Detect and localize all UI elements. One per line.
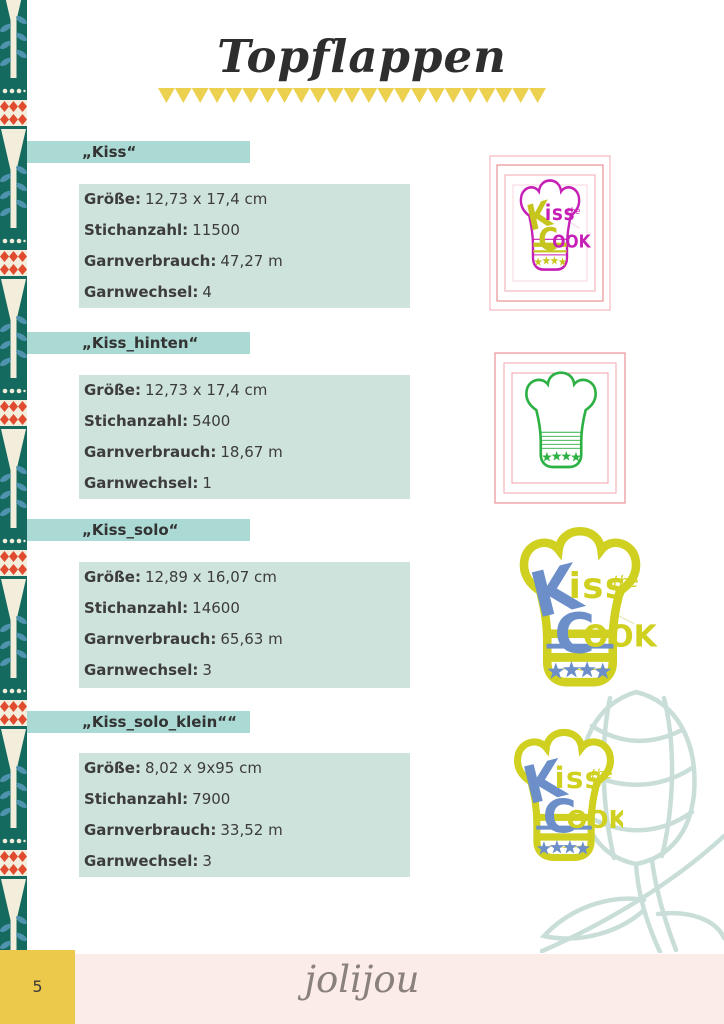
section-header-kiss: „Kiss“ (27, 141, 250, 163)
section-title: „Kiss“ (82, 143, 137, 161)
spec-label: Größe: (84, 759, 141, 777)
spec-box-kiss-hinten: Größe: 12,73 x 17,4 cm Stichanzahl: 5400 G… (79, 375, 410, 499)
spec-value: 14600 (192, 599, 240, 617)
section-header-kiss-solo: „Kiss_solo“ (27, 519, 250, 541)
hat-word-iss: iss (569, 566, 628, 607)
section-header-kiss-hinten: „Kiss_hinten“ (27, 332, 250, 354)
spec-label: Garnwechsel: (84, 474, 199, 492)
page-title: Topflappen (217, 30, 507, 83)
spec-label: Garnwechsel: (84, 283, 199, 301)
chef-hat-yellow-blue-small: K iss the C OOK (517, 732, 623, 857)
spec-value: 47,27 m (220, 252, 283, 270)
spec-value: 1 (202, 474, 212, 492)
spec-label: Garnverbrauch: (84, 821, 217, 839)
embroidery-preview-kiss-solo: K iss the C OOK (498, 527, 659, 695)
spec-label: Größe: (84, 568, 141, 586)
hat-word-the: the (567, 207, 580, 218)
spec-value: 8,02 x 9x95 cm (144, 759, 262, 777)
spec-label: Stichanzahl: (84, 412, 189, 430)
spec-value: 7900 (192, 790, 231, 808)
floral-border-strip (0, 0, 27, 951)
embroidery-preview-kiss-solo-klein: K iss the C OOK (505, 724, 623, 873)
spec-label: Stichanzahl: (84, 599, 189, 617)
spec-value: 12,73 x 17,4 cm (144, 190, 268, 208)
spec-value: 5400 (192, 412, 231, 430)
section-title: „Kiss_solo_klein““ (82, 713, 237, 731)
spec-row: Garnverbrauch: 65,63 m (79, 624, 410, 655)
spec-row: Stichanzahl: 7900 (79, 784, 410, 815)
page-number: 5 (32, 977, 43, 996)
hat-word-the: the (591, 767, 612, 782)
spec-row: Größe: 8,02 x 9x95 cm (79, 753, 410, 784)
spec-label: Garnwechsel: (84, 661, 199, 679)
spec-value: 18,67 m (220, 443, 283, 461)
spec-row: Garnverbrauch: 33,52 m (79, 815, 410, 846)
spec-row: Größe: 12,73 x 17,4 cm (79, 184, 410, 215)
spec-box-kiss-solo: Größe: 12,89 x 16,07 cm Stichanzahl: 14600… (79, 562, 410, 688)
spec-value: 12,89 x 16,07 cm (144, 568, 277, 586)
spec-label: Stichanzahl: (84, 790, 189, 808)
spec-row: Stichanzahl: 5400 (79, 406, 410, 437)
spec-row: Garnwechsel: 4 (79, 277, 410, 308)
section-header-kiss-solo-klein: „Kiss_solo_klein““ (27, 711, 250, 733)
section-title: „Kiss_hinten“ (82, 334, 199, 352)
hat-word-c: C (554, 601, 595, 666)
hat-word-the: the (613, 572, 639, 591)
spec-row: Größe: 12,73 x 17,4 cm (79, 375, 410, 406)
spec-label: Garnverbrauch: (84, 443, 217, 461)
spec-label: Größe: (84, 190, 141, 208)
section-title: „Kiss_solo“ (82, 521, 179, 539)
embroidery-preview-kiss-back (494, 352, 626, 504)
spec-row: Garnwechsel: 1 (79, 468, 410, 499)
hat-word-ook: OOK (552, 232, 591, 252)
page-number-badge: 5 (0, 950, 75, 1024)
spec-label: Garnverbrauch: (84, 630, 217, 648)
hat-word-iss: iss (555, 761, 604, 795)
spec-label: Garnverbrauch: (84, 252, 217, 270)
chef-hat-yellow-blue: K iss the C OOK (523, 531, 659, 682)
spec-row: Garnwechsel: 3 (79, 846, 410, 877)
spec-label: Garnwechsel: (84, 852, 199, 870)
spec-value: 33,52 m (220, 821, 283, 839)
spec-row: Garnwechsel: 3 (79, 655, 410, 686)
chef-hat-green (525, 371, 597, 469)
spec-box-kiss: Größe: 12,73 x 17,4 cm Stichanzahl: 11500 … (79, 184, 410, 308)
spec-label: Größe: (84, 381, 141, 399)
spec-value: 4 (202, 283, 212, 301)
spec-row: Garnverbrauch: 18,67 m (79, 437, 410, 468)
hat-word-ook: OOK (566, 805, 623, 834)
spec-value: 11500 (192, 221, 240, 239)
hat-word-iss: iss (545, 201, 576, 225)
footer-bar (75, 954, 724, 1024)
spec-label: Stichanzahl: (84, 221, 189, 239)
hat-word-ook: OOK (583, 620, 659, 655)
chef-hat-magenta: K iss the C OOK (519, 179, 592, 271)
brand-logo: jolijou (304, 958, 420, 1001)
spec-row: Garnverbrauch: 47,27 m (79, 246, 410, 277)
embroidery-preview-kiss-front: K iss the C OOK (489, 155, 611, 311)
spec-value: 65,63 m (220, 630, 283, 648)
hat-word-c: C (543, 790, 577, 844)
spec-row: Stichanzahl: 14600 (79, 593, 410, 624)
spec-value: 3 (202, 852, 212, 870)
zigzag-divider (158, 88, 546, 103)
spec-row: Größe: 12,89 x 16,07 cm (79, 562, 410, 593)
hat-word-c: C (538, 222, 558, 258)
spec-value: 12,73 x 17,4 cm (144, 381, 268, 399)
spec-box-kiss-solo-klein: Größe: 8,02 x 9x95 cm Stichanzahl: 7900 Ga… (79, 753, 410, 877)
spec-value: 3 (202, 661, 212, 679)
spec-row: Stichanzahl: 11500 (79, 215, 410, 246)
